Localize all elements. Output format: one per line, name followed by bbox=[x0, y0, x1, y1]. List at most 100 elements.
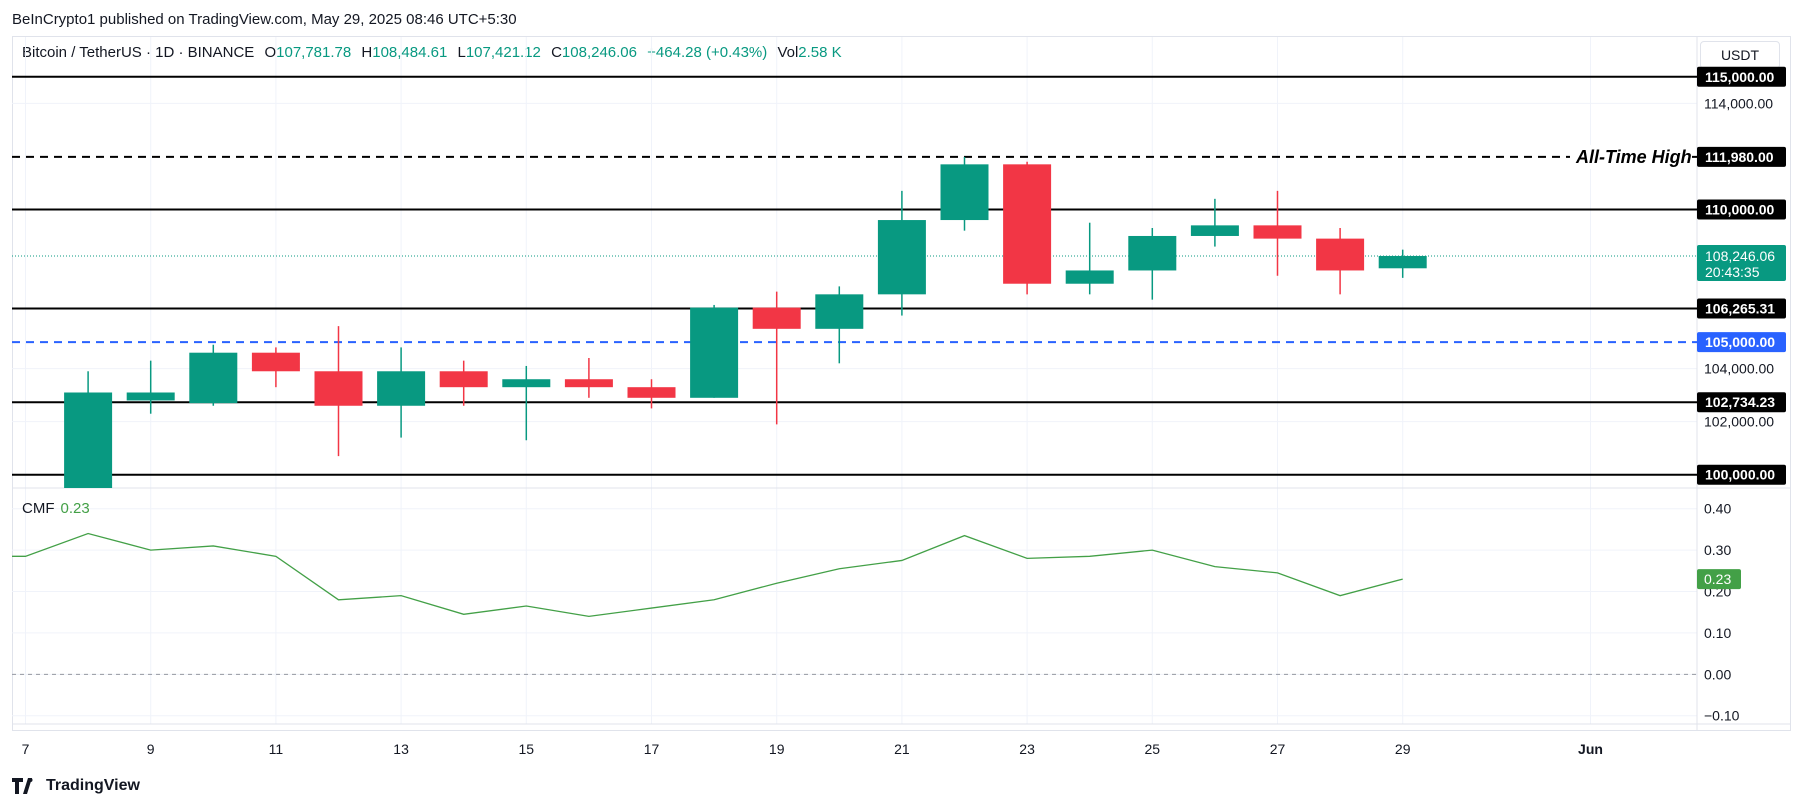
volume-label: Vol bbox=[777, 44, 799, 61]
price-tick-label: 104,000.00 bbox=[1704, 361, 1774, 377]
cmf-legend: CMF 0.23 bbox=[22, 500, 90, 517]
candle-body bbox=[690, 307, 739, 398]
time-tick-label: 27 bbox=[1270, 741, 1286, 757]
candle-body bbox=[439, 371, 488, 388]
symbol-title[interactable]: Bitcoin / TetherUS · 1D · BINANCE bbox=[22, 44, 255, 61]
candle bbox=[1253, 190, 1302, 276]
level-label: 111,980.00 bbox=[1705, 149, 1774, 165]
candle-body bbox=[877, 220, 926, 295]
last-price-label: 108,246.06 bbox=[1705, 248, 1775, 264]
time-tick-label: 23 bbox=[1019, 741, 1035, 757]
candle bbox=[1378, 249, 1427, 278]
close-value: 108,246.06 bbox=[561, 44, 637, 61]
candle-body bbox=[1253, 225, 1302, 239]
candle-body bbox=[1190, 225, 1239, 236]
level-label-bg bbox=[1697, 332, 1786, 353]
candle bbox=[815, 286, 864, 364]
time-tick-label: 11 bbox=[269, 741, 284, 757]
open-label: O bbox=[264, 44, 277, 61]
time-tick-label: Jun bbox=[1578, 741, 1603, 757]
candle-body bbox=[752, 307, 801, 329]
change-value: +464.28 (+0.43%) bbox=[647, 44, 768, 61]
level-label: 110,000.00 bbox=[1705, 201, 1775, 217]
candle-body bbox=[815, 294, 864, 329]
grid-lines bbox=[12, 37, 1697, 724]
cmf-tick-label: 0.10 bbox=[1704, 625, 1731, 641]
chart-frame bbox=[12, 36, 1791, 731]
level-label: 106,265.31 bbox=[1705, 301, 1775, 317]
candle bbox=[189, 344, 238, 406]
open-value: 107,781.78 bbox=[276, 44, 352, 61]
candle bbox=[1003, 161, 1052, 295]
level-label-bg bbox=[1697, 66, 1786, 87]
time-tick-label: 7 bbox=[22, 741, 30, 757]
high-value: 108,484.61 bbox=[372, 44, 448, 61]
time-tick-label: 21 bbox=[894, 741, 910, 757]
candle-body bbox=[1316, 238, 1365, 271]
level-label-bg bbox=[1697, 298, 1786, 319]
level-label-bg bbox=[1697, 146, 1786, 167]
candle bbox=[64, 371, 113, 488]
candle bbox=[1128, 228, 1177, 300]
low-value: 107,421.12 bbox=[465, 44, 541, 61]
candle-body bbox=[1003, 164, 1052, 284]
candle-body bbox=[377, 371, 426, 406]
candle bbox=[627, 379, 676, 409]
time-tick-label: 13 bbox=[393, 741, 409, 757]
price-tick-label: 114,000.00 bbox=[1704, 95, 1773, 111]
level-label: 100,000.00 bbox=[1705, 467, 1775, 483]
candle bbox=[690, 304, 739, 398]
time-tick-label: 29 bbox=[1395, 741, 1411, 757]
candle-body bbox=[126, 392, 175, 401]
cmf-value-axis-label: 0.23 bbox=[1704, 571, 1731, 587]
price-tick-label: 102,000.00 bbox=[1704, 414, 1774, 430]
cmf-tick-label: −0.10 bbox=[1704, 708, 1740, 724]
time-tick-label: 17 bbox=[644, 741, 660, 757]
tradingview-brand-text: TradingView bbox=[46, 777, 140, 794]
cmf-value-label-bg bbox=[1697, 569, 1741, 590]
candle-body bbox=[251, 352, 300, 372]
time-tick-label: 9 bbox=[147, 741, 155, 757]
level-label-bg bbox=[1697, 392, 1786, 413]
candle-body bbox=[1065, 270, 1114, 284]
cmf-series-line bbox=[12, 532, 1403, 618]
time-tick-label: 25 bbox=[1145, 741, 1161, 757]
candle-body bbox=[64, 392, 113, 488]
cmf-tick-label: 0.30 bbox=[1704, 542, 1731, 558]
candle bbox=[940, 156, 989, 231]
candle-body bbox=[1378, 255, 1427, 269]
level-label: 105,000.00 bbox=[1705, 334, 1775, 350]
level-label-bg bbox=[1697, 199, 1786, 220]
cmf-tick-label: 0.00 bbox=[1704, 666, 1731, 682]
candle-body bbox=[502, 379, 551, 388]
candle-body bbox=[314, 371, 363, 406]
candle bbox=[564, 358, 613, 398]
last-price-label-bg bbox=[1697, 244, 1786, 281]
volume-value: 2.58 K bbox=[798, 44, 842, 61]
high-label: H bbox=[361, 44, 373, 61]
ohlc-legend: Bitcoin / TetherUS · 1D · BINANCE O107,7… bbox=[22, 44, 842, 61]
candle bbox=[377, 347, 426, 438]
tradingview-brand[interactable]: TradingView bbox=[12, 777, 140, 795]
candle-body bbox=[627, 387, 676, 398]
publisher-info: BeInCrypto1 published on TradingView.com… bbox=[12, 11, 517, 28]
tradingview-logo-icon bbox=[12, 778, 40, 794]
candle-body bbox=[564, 379, 613, 388]
bar-countdown-label: 20:43:35 bbox=[1705, 264, 1760, 280]
time-tick-label: 19 bbox=[769, 741, 785, 757]
level-label: 115,000.00 bbox=[1705, 69, 1775, 85]
candle bbox=[752, 291, 801, 425]
cmf-tick-label: 0.40 bbox=[1704, 501, 1731, 517]
cmf-value: 0.23 bbox=[60, 500, 90, 517]
candle bbox=[439, 360, 488, 406]
candle-body bbox=[1128, 235, 1177, 271]
candle bbox=[877, 190, 926, 316]
level-label: 102,734.23 bbox=[1705, 394, 1775, 410]
candle bbox=[1316, 228, 1365, 295]
annotation-bg bbox=[1570, 144, 1692, 169]
cmf-title[interactable]: CMF bbox=[22, 500, 55, 517]
candle bbox=[502, 365, 551, 441]
level-label-bg bbox=[1697, 464, 1786, 485]
candle bbox=[1190, 198, 1239, 247]
